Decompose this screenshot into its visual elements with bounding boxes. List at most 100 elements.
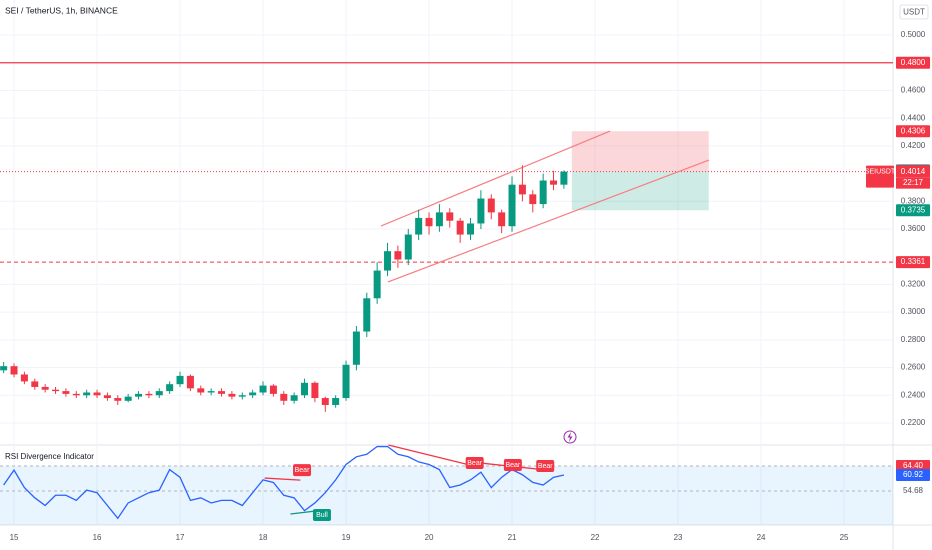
candle-body [311,382,319,399]
rsi-badge-label: 64.40 [903,461,924,470]
divergence-line [388,444,470,466]
candle-body [301,382,309,396]
candle-body [518,184,526,195]
candle-body [31,381,39,387]
price-badge-label: 0.3361 [901,257,926,266]
candle-body [332,398,340,405]
x-tick-label: 19 [342,533,351,542]
signal-box [293,464,312,477]
candle-body [394,251,402,260]
candle-body [508,184,516,227]
candle-body [259,385,267,393]
candle-body [415,217,423,235]
x-tick-label: 21 [508,533,517,542]
signal-box [503,459,522,471]
candle-body [238,395,246,397]
candle-body [20,374,28,382]
candle-body [166,384,174,392]
symbol-badge [866,165,894,188]
candle-body [456,220,464,235]
candle-body [498,212,506,227]
candle-body [435,212,443,227]
candle-body [477,198,485,224]
y-tick-label: 0.3200 [901,280,926,289]
candle-body [103,395,111,399]
channel-line [387,159,710,283]
y-tick-label: 0.3800 [901,196,926,205]
y-tick-label: 0.3000 [901,307,926,316]
candle-body [52,389,60,392]
candle-body [155,391,163,396]
signal-label: Bear [505,462,520,469]
candle-body [62,391,70,394]
candle-body [83,392,91,396]
y-tick-label: 0.4400 [901,113,926,122]
candle-body [425,217,433,227]
y-tick-label: 0.2400 [901,390,926,399]
signal-label: Bear [538,463,553,470]
signal-label: Bull [316,512,328,519]
candle-body [93,392,101,396]
countdown-bg [896,177,930,189]
candle-body [290,395,298,401]
candle-body [114,398,122,401]
x-tick-label: 18 [259,533,268,542]
candle-body [467,223,475,235]
candle-body [352,331,360,365]
candle-body [384,251,392,271]
y-tick-label: 0.2600 [901,363,926,372]
candle-body [249,392,257,396]
price-badge [896,56,930,69]
x-tick-label: 16 [93,533,102,542]
candle-body [207,391,215,393]
y-tick-label: 0.5000 [901,30,926,39]
candle-body [550,180,558,185]
candle-body [539,180,547,205]
candle-body [560,171,568,185]
candle-body [41,386,49,390]
signal-label: Bear [295,467,310,474]
rsi-band [0,466,893,525]
stop-zone [571,131,709,172]
candle-body [124,396,132,401]
y-tick-label: 0.3600 [901,224,926,233]
candle-body [145,393,153,396]
x-tick-label: 17 [176,533,185,542]
currency-box[interactable] [899,4,929,20]
signal-label: Bear [467,460,482,467]
signal-box [465,456,484,469]
indicator-name: RSI Divergence Indicator [5,452,94,461]
candle-body [404,234,412,260]
candle-body [373,270,381,299]
symbol-label: SEIUSDT [865,168,896,175]
y-tick-label: 0.2200 [901,418,926,427]
candle-body [228,393,236,397]
x-tick-label: 20 [425,533,434,542]
price-badge [896,165,930,178]
y-tick-label: 0.4600 [901,86,926,95]
candle-body [321,398,329,405]
alert-bolt [567,432,573,442]
chart-title: SEI / TetherUS, 1h, BINANCE [5,5,118,15]
candle-body [0,366,8,371]
x-tick-label: 25 [840,533,849,542]
signal-box [536,460,555,473]
candle-body [218,391,226,394]
candle-body [342,364,350,399]
y-tick-label: 0.4200 [901,141,926,150]
signal-box [312,509,331,521]
candle-body [176,375,184,385]
rsi-badge-label: 60.92 [903,470,924,479]
x-tick-label: 24 [757,533,766,542]
candle-body [280,393,288,401]
price-badge [896,256,930,269]
y-tick-label: 0.2800 [901,335,926,344]
candle-body [363,298,371,332]
x-tick-label: 23 [674,533,683,542]
price-badge-label: 0.4800 [901,58,926,67]
rsi-badge [896,468,930,481]
candle-body [186,375,194,389]
rsi-tick-label: 54.68 [903,486,924,495]
candle-body [269,385,277,394]
channel-line [380,130,611,227]
